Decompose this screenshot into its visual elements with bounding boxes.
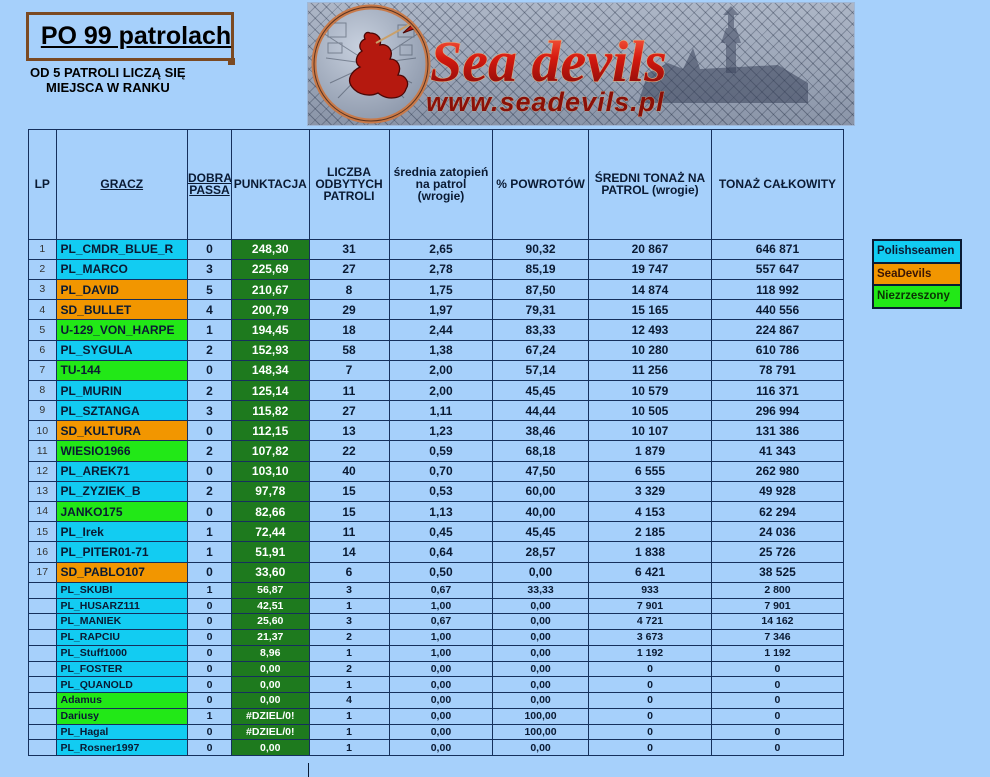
svg-text:www.seadevils.pl: www.seadevils.pl (426, 87, 665, 117)
svg-text:Sea devils: Sea devils (430, 29, 667, 94)
